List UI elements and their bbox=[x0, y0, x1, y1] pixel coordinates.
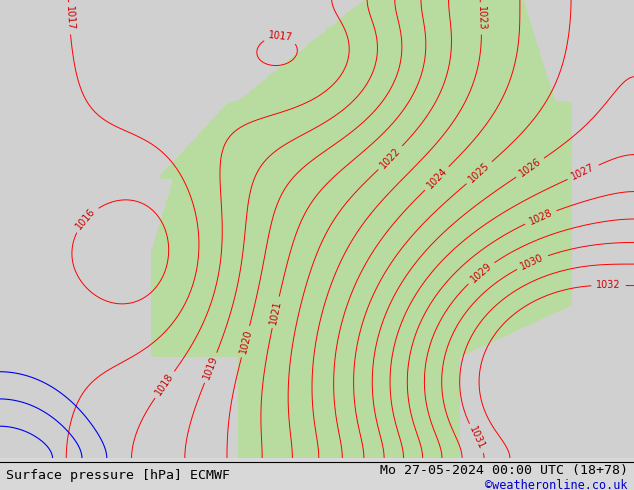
Text: 1021: 1021 bbox=[268, 299, 283, 325]
Text: 1032: 1032 bbox=[596, 280, 621, 291]
Text: Mo 27-05-2024 00:00 UTC (18+78): Mo 27-05-2024 00:00 UTC (18+78) bbox=[380, 464, 628, 477]
Text: 1028: 1028 bbox=[527, 207, 554, 227]
Text: 1020: 1020 bbox=[238, 329, 253, 355]
Text: 1017: 1017 bbox=[63, 6, 75, 31]
Text: ©weatheronline.co.uk: ©weatheronline.co.uk bbox=[485, 479, 628, 490]
Text: 1026: 1026 bbox=[517, 156, 543, 179]
Text: 1016: 1016 bbox=[74, 206, 98, 232]
Text: 1027: 1027 bbox=[570, 162, 597, 182]
Text: 1019: 1019 bbox=[202, 355, 220, 381]
Text: 1017: 1017 bbox=[268, 30, 294, 43]
Text: 1024: 1024 bbox=[425, 166, 449, 191]
Text: 1031: 1031 bbox=[467, 425, 487, 451]
Text: 1022: 1022 bbox=[378, 146, 403, 170]
Text: Surface pressure [hPa] ECMWF: Surface pressure [hPa] ECMWF bbox=[6, 469, 230, 482]
Text: 1023: 1023 bbox=[476, 6, 486, 31]
Text: 1030: 1030 bbox=[519, 252, 545, 271]
Text: 1029: 1029 bbox=[469, 261, 493, 285]
Text: 1025: 1025 bbox=[467, 161, 492, 185]
Text: 1018: 1018 bbox=[153, 371, 176, 397]
